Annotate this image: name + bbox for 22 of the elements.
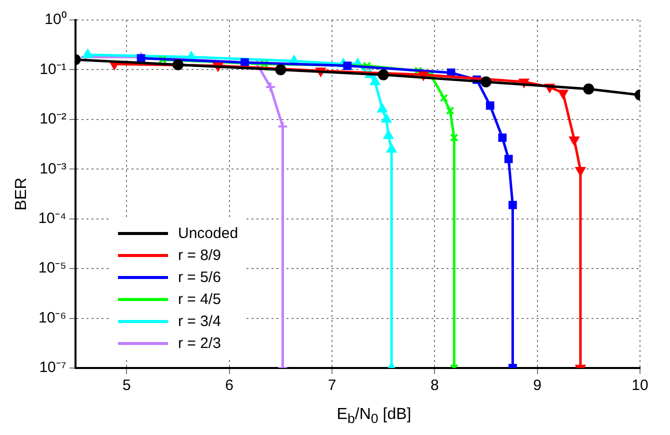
x-tick-label: 10	[632, 377, 648, 394]
x-tick-label: 7	[328, 377, 336, 394]
y-tick-label: 10⁻⁵	[38, 260, 66, 277]
y-tick-label: 10⁻⁷	[39, 359, 66, 376]
x-tick-label: 5	[122, 377, 131, 394]
x-tick-label: 8	[430, 377, 439, 394]
legend-label: r = 8/9	[178, 246, 221, 264]
legend-label: r = 5/6	[178, 268, 221, 286]
legend-label: r = 3/4	[178, 312, 221, 330]
x-tick-label: 6	[225, 377, 234, 394]
x-tick-label: 9	[533, 377, 542, 394]
y-tick-label: 10⁻¹	[40, 60, 66, 78]
legend-label: r = 4/5	[178, 290, 221, 308]
y-tick-label: 10⁻²	[40, 110, 66, 128]
y-tick-label: 10⁻³	[40, 160, 66, 178]
y-tick-label: 10⁻⁶	[38, 309, 66, 326]
y-axis-title: BER	[13, 178, 30, 210]
y-tick-label: 10⁻⁴	[38, 210, 66, 227]
y-tick-label: 10⁰	[44, 11, 66, 28]
legend-label: Uncoded	[178, 224, 238, 242]
x-axis-title: E$_{b}$/N$_{0}$ [dB]	[336, 406, 412, 426]
legend-label: r = 2/3	[178, 334, 221, 352]
